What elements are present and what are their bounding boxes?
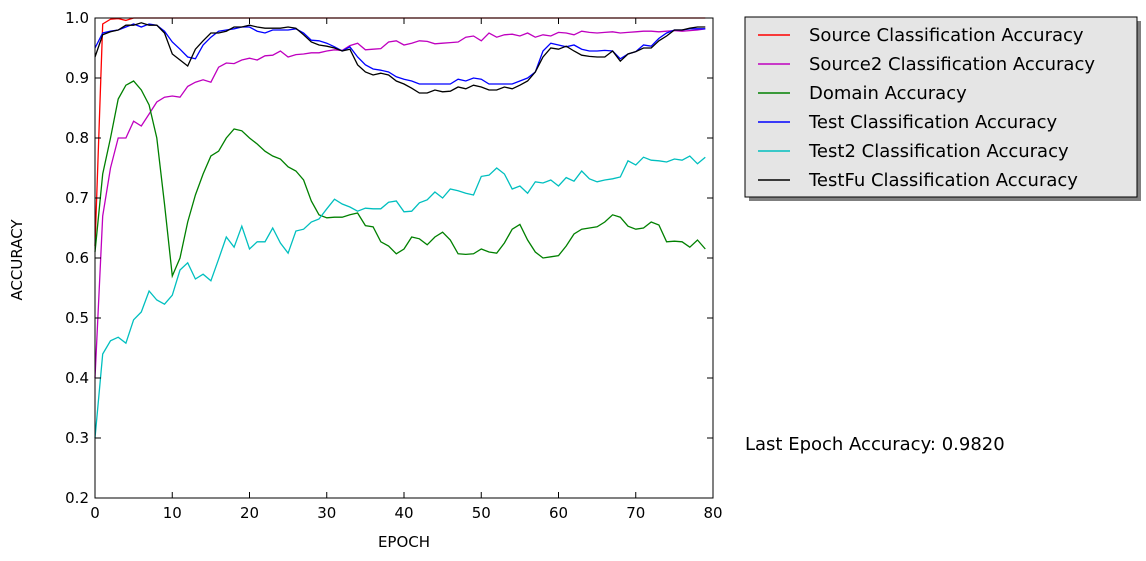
y-axis-label: ACCURACY [8, 219, 26, 301]
x-axis-label: EPOCH [378, 533, 430, 551]
legend-label-test2-classification-accuracy: Test2 Classification Accuracy [808, 141, 1069, 162]
legend-label-source-classification-accuracy: Source Classification Accuracy [809, 25, 1084, 46]
legend: Source Classification Accuracy Source2 Cl… [744, 16, 1141, 201]
last-epoch-accuracy-annotation: Last Epoch Accuracy: 0.9820 [745, 434, 1005, 455]
legend-label-test-classification-accuracy: Test Classification Accuracy [808, 112, 1058, 133]
y-tick-label: 0.3 [65, 429, 89, 447]
series-line-test-classification-accuracy [94, 23, 706, 85]
x-tick-label: 40 [394, 504, 413, 522]
legend-label-testfu-classification-accuracy: TestFu Classification Accuracy [808, 170, 1078, 191]
x-tick-label: 80 [703, 504, 722, 522]
x-tick-label: 20 [240, 504, 259, 522]
legend-entries: Source Classification Accuracy Source2 Cl… [758, 25, 1095, 191]
series-line-domain-accuracy [94, 80, 706, 279]
y-tick-label: 0.5 [65, 309, 89, 327]
x-tick-label: 30 [317, 504, 336, 522]
y-tick-label: 0.6 [65, 249, 89, 267]
legend-box [744, 16, 1138, 198]
y-tick-label: 0.4 [65, 369, 89, 387]
legend-label-domain-accuracy: Domain Accuracy [809, 83, 967, 104]
y-tick-label: 1.0 [65, 9, 89, 27]
axis-ticks: 0 10 20 30 40 50 60 70 80 0.2 0.3 0.4 0.5 0.6 0.7 0.8 0.… [65, 9, 722, 522]
x-tick-label: 70 [626, 504, 645, 522]
x-tick-label: 60 [549, 504, 568, 522]
series-layer [94, 17, 706, 439]
x-tick-label: 0 [90, 504, 100, 522]
legend-label-source2-classification-accuracy: Source2 Classification Accuracy [809, 54, 1095, 75]
y-tick-label: 0.2 [65, 489, 89, 507]
plot-area-frame [94, 17, 714, 499]
y-tick-label: 0.8 [65, 129, 89, 147]
series-line-source2-classification-accuracy [94, 28, 706, 379]
series-line-test2-classification-accuracy [94, 155, 706, 439]
y-tick-label: 0.9 [65, 69, 89, 87]
y-tick-label: 0.7 [65, 189, 89, 207]
x-tick-label: 50 [472, 504, 491, 522]
x-tick-label: 10 [163, 504, 182, 522]
series-line-testfu-classification-accuracy [94, 22, 706, 94]
